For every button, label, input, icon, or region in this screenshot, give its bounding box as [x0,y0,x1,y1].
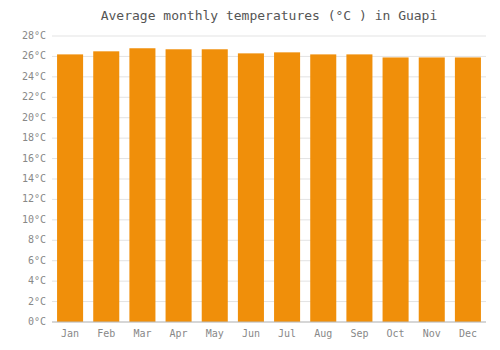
y-tick-label: 6°C [28,255,46,266]
bar [310,54,336,322]
bar [455,57,481,322]
y-tick-label: 10°C [22,214,46,225]
y-tick-label: 24°C [22,71,46,82]
bar [346,54,372,322]
bar [383,57,409,322]
grid-line [52,36,486,37]
title: Average monthly temperatures (°C ) in Gu… [101,8,438,23]
y-tick-label: 22°C [22,91,46,102]
x-tick-label: Dec [459,328,477,339]
bar [166,49,192,322]
x-tick-label: Jun [242,328,260,339]
x-tick-label: May [206,328,224,339]
bar [129,48,155,322]
bar [274,52,300,322]
y-tick-label: 28°C [22,30,46,41]
x-tick-label: Feb [97,328,115,339]
y-tick-label: 16°C [22,153,46,164]
x-tick-label: Jan [61,328,79,339]
chart-container: 0°C 2°C 4°C 6°C 8°C 10°C 12°C 14°C 16°C 18°C 20°C 2… [0,0,500,350]
x-tick-label: Nov [423,328,441,339]
x-tick-label: Oct [387,328,405,339]
y-tick-label: 14°C [22,173,46,184]
y-tick-label: 0°C [28,316,46,327]
x-tick-label: Apr [170,328,188,339]
chart: 0°C 2°C 4°C 6°C 8°C 10°C 12°C 14°C 16°C 18°C 20°C 2… [0,0,500,350]
bar [238,53,264,322]
x-tick-label: Mar [133,328,151,339]
y-tick-label: 4°C [28,275,46,286]
x-tick-labels: Jan Feb Mar Apr May Jun Jul Aug Sep Oct Nov Dec [61,328,477,339]
y-grid [52,36,486,322]
y-tick-label: 8°C [28,234,46,245]
bars [57,48,481,322]
y-tick-label: 20°C [22,112,46,123]
bar [202,49,228,322]
x-tick-label: Sep [350,328,368,339]
bar [419,57,445,322]
bar [93,51,119,322]
bar [57,54,83,322]
grid-line [52,322,486,323]
y-tick-label: 12°C [22,193,46,204]
x-axis-line [52,322,486,323]
y-tick-label: 18°C [22,132,46,143]
x-tick-label: Aug [314,328,332,339]
y-tick-labels: 0°C 2°C 4°C 6°C 8°C 10°C 12°C 14°C 16°C 18°C 20°C 2… [22,30,46,327]
y-tick-label: 2°C [28,296,46,307]
x-tick-label: Jul [278,328,296,339]
y-tick-label: 26°C [22,50,46,61]
